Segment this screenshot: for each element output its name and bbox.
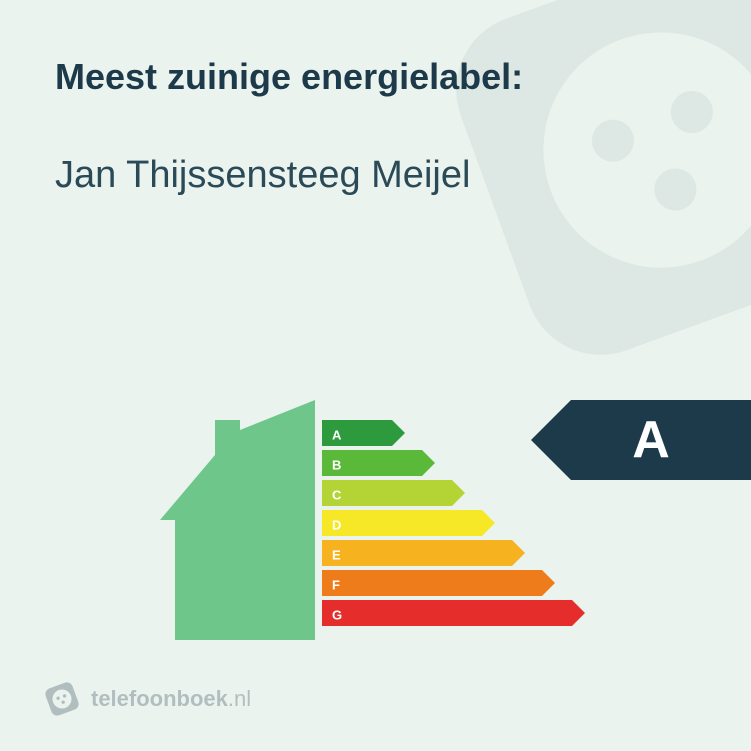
energy-bar-label: B: [332, 458, 341, 473]
page-title: Meest zuinige energielabel:: [55, 55, 696, 98]
footer: telefoonboek .nl: [45, 682, 251, 716]
result-badge: A: [531, 400, 751, 480]
footer-logo-icon: [40, 677, 84, 721]
energy-bar-label: G: [332, 608, 342, 623]
energy-bar-label: E: [332, 548, 341, 563]
energy-bar-label: D: [332, 518, 341, 533]
footer-brand: telefoonboek: [91, 686, 228, 712]
energy-bar-label: C: [332, 488, 341, 503]
page: Meest zuinige energielabel: Jan Thijssen…: [0, 0, 751, 751]
energy-bar-label: F: [332, 578, 340, 593]
energy-bar-d: D: [322, 512, 585, 538]
energy-bar-label: A: [332, 428, 341, 443]
house-icon: [160, 400, 315, 640]
energy-bar-e: E: [322, 542, 585, 568]
address-line: Jan Thijssensteeg Meijel: [55, 153, 696, 199]
energy-bar-c: C: [322, 482, 585, 508]
energy-bar-g: G: [322, 602, 585, 628]
result-letter: A: [632, 410, 670, 470]
energy-bar-f: F: [322, 572, 585, 598]
footer-tld: .nl: [228, 686, 251, 712]
footer-text: telefoonboek .nl: [91, 686, 251, 712]
